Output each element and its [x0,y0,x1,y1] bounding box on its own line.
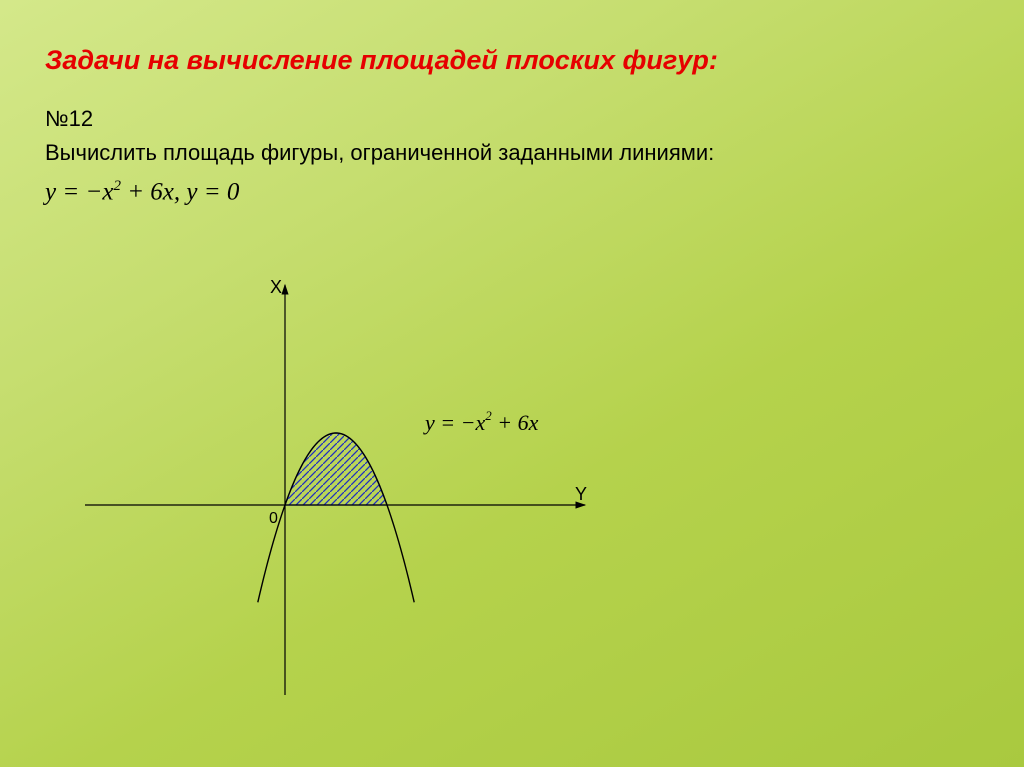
problem-text: Вычислить площадь фигуры, ограниченной з… [45,140,979,166]
chart-container: Y X 0 y = −x2 + 6x [85,275,645,720]
origin-label: 0 [269,510,278,527]
problem-number: №12 [45,106,979,132]
y-axis-label: X [270,277,282,297]
parabola-chart: Y X 0 y = −x2 + 6x [85,275,645,715]
x-axis-label: Y [575,484,587,504]
equations: y = −x2 + 6x, y = 0 [45,178,979,206]
page-title: Задачи на вычисление площадей плоских фи… [45,45,979,76]
curve-label: y = −x2 + 6x [423,408,539,435]
